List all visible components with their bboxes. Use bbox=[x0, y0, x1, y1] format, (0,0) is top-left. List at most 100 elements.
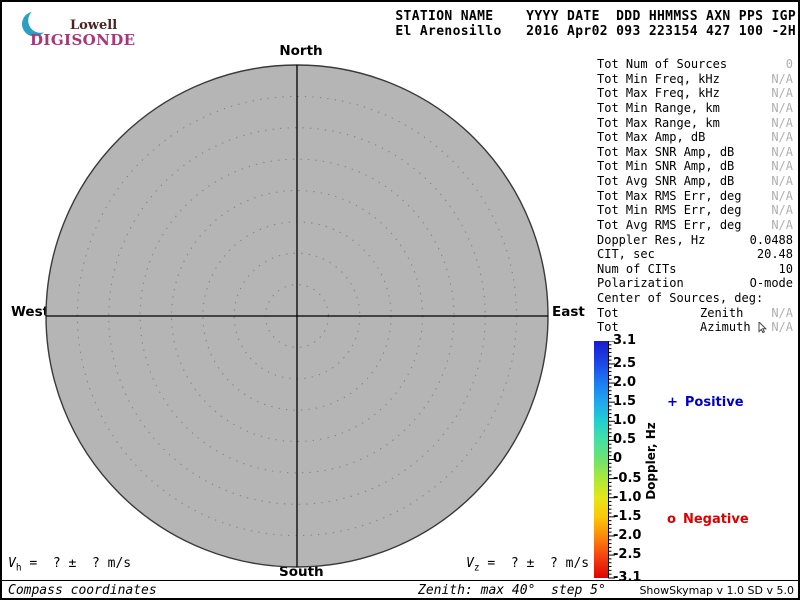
vz-readout: Vz = ? ± ? m/s bbox=[466, 556, 589, 574]
lowell-crescent-icon bbox=[22, 9, 49, 37]
info-row: Tot Azimuth N/A bbox=[597, 320, 793, 335]
info-label: Tot bbox=[597, 320, 619, 335]
logo-lowell-text: Lowell bbox=[70, 18, 118, 33]
info-row: Tot Avg RMS Err, deg N/A bbox=[597, 218, 793, 233]
compass-label-north: North bbox=[279, 43, 323, 59]
logo-digisonde-text: DIGISONDE bbox=[30, 31, 136, 49]
info-label: Tot Min Range, km bbox=[597, 100, 720, 115]
zenith-step-note: Zenith: max 40° step 5° bbox=[418, 583, 606, 598]
vh-symbol: V bbox=[8, 556, 16, 571]
colorbar-tick-label: -2.0 bbox=[613, 528, 642, 543]
info-label: Num of CITs bbox=[597, 261, 677, 276]
info-label: Tot Num of Sources bbox=[597, 57, 728, 71]
legend-negative: o Negative bbox=[667, 512, 749, 527]
info-value: N/A bbox=[771, 305, 793, 320]
colorbar-tick-label: 2.5 bbox=[613, 356, 637, 371]
vh-value: = ? ± ? m/s bbox=[21, 556, 132, 571]
info-label: Tot Min RMS Err, deg bbox=[597, 203, 742, 218]
coordinates-note: Compass coordinates bbox=[8, 583, 157, 598]
info-label: Tot Max Range, km bbox=[597, 115, 720, 130]
colorbar-tick-label: 3.1 bbox=[613, 333, 637, 348]
info-value: N/A bbox=[771, 71, 793, 86]
info-label: Center of Sources, deg: bbox=[597, 291, 764, 305]
skymap-plot bbox=[45, 64, 549, 568]
legend-positive: + Positive bbox=[667, 395, 744, 410]
info-row: Tot Min SNR Amp, dB N/A bbox=[597, 159, 793, 174]
vz-symbol: V bbox=[466, 556, 474, 571]
header-values-line: El Arenosillo 2016 Apr02 093 223154 427 … bbox=[395, 23, 796, 39]
info-label: Tot Max RMS Err, deg bbox=[597, 188, 742, 203]
info-value: N/A bbox=[771, 130, 793, 145]
info-row: Num of CITs 10 bbox=[597, 262, 793, 277]
info-label: Tot Min SNR Amp, dB bbox=[597, 159, 735, 174]
plus-marker-icon: + bbox=[667, 395, 678, 410]
header-columns-line: STATION NAME YYYY DATE DDD HHMMSS AXN PP… bbox=[395, 9, 796, 24]
legend-positive-label: Positive bbox=[684, 395, 744, 410]
vz-value: = ? ± ? m/s bbox=[479, 556, 590, 571]
vh-subscript: h bbox=[15, 562, 22, 574]
colorbar-axis-title: Doppler, Hz bbox=[644, 422, 658, 500]
colorbar-tick-label: 1.0 bbox=[613, 413, 637, 428]
station-header: STATION NAME YYYY DATE DDD HHMMSS AXN PP… bbox=[395, 9, 796, 39]
colorbar-tick-label: 0.5 bbox=[613, 432, 637, 447]
info-row: Tot Max Freq, kHz N/A bbox=[597, 86, 793, 101]
info-value: N/A bbox=[771, 159, 793, 174]
info-row: Doppler Res, Hz 0.0488 bbox=[597, 233, 793, 248]
colorbar-tick-label: -2.5 bbox=[613, 547, 642, 562]
info-row: Tot Max RMS Err, deg N/A bbox=[597, 189, 793, 204]
info-value: N/A bbox=[771, 320, 793, 335]
info-label: Tot Max Amp, dB bbox=[597, 130, 706, 145]
info-value: N/A bbox=[771, 174, 793, 188]
info-angle-label: Azimuth bbox=[700, 320, 751, 335]
compass-label-west: West bbox=[11, 304, 50, 320]
info-value: O-mode bbox=[749, 276, 793, 291]
info-row: Tot Num of Sources 0 bbox=[597, 57, 793, 72]
info-row: CIT, sec 20.48 bbox=[597, 247, 793, 262]
colorbar-tick-label: 0 bbox=[613, 451, 623, 466]
version-text: ShowSkymap v 1.0 SD v 5.0 bbox=[639, 584, 794, 597]
info-label: Polarization bbox=[597, 276, 684, 291]
info-row: Tot Min RMS Err, deg N/A bbox=[597, 203, 793, 218]
info-label: Doppler Res, Hz bbox=[597, 232, 706, 247]
info-label: Tot Avg RMS Err, deg bbox=[597, 217, 742, 232]
info-value: N/A bbox=[771, 188, 793, 203]
legend-negative-label: Negative bbox=[682, 512, 749, 527]
info-row: Tot Avg SNR Amp, dB N/A bbox=[597, 174, 793, 189]
mouse-cursor-icon bbox=[758, 321, 767, 333]
info-label: Tot Max SNR Amp, dB bbox=[597, 144, 735, 159]
compass-label-east: East bbox=[552, 304, 585, 320]
info-value: N/A bbox=[771, 86, 793, 101]
info-row: Tot Max SNR Amp, dB N/A bbox=[597, 145, 793, 160]
info-value: 0 bbox=[785, 57, 793, 71]
info-label: CIT, sec bbox=[597, 247, 655, 262]
info-row: Tot Max Amp, dB N/A bbox=[597, 130, 793, 145]
info-value: N/A bbox=[771, 217, 793, 232]
info-label: Tot Max Freq, kHz bbox=[597, 86, 720, 101]
info-angle-label: Zenith bbox=[700, 305, 744, 320]
info-value: N/A bbox=[771, 203, 793, 218]
info-label: Tot Avg SNR Amp, dB bbox=[597, 174, 735, 188]
colorbar-tick-label: -3.1 bbox=[613, 570, 642, 585]
info-value: 0.0488 bbox=[749, 232, 793, 247]
colorbar-ticks bbox=[608, 341, 615, 579]
info-row: Tot Min Freq, kHz N/A bbox=[597, 72, 793, 87]
info-section-header: Center of Sources, deg: bbox=[597, 291, 793, 306]
info-value: N/A bbox=[771, 144, 793, 159]
info-label: Tot Min Freq, kHz bbox=[597, 71, 720, 86]
colorbar-tick-label: -1.5 bbox=[613, 509, 642, 524]
colorbar-tick-label: -0.5 bbox=[613, 471, 642, 486]
vh-readout: Vh = ? ± ? m/s bbox=[8, 556, 131, 574]
info-row: Tot Min Range, km N/A bbox=[597, 101, 793, 116]
info-value: N/A bbox=[771, 115, 793, 130]
info-label: Tot bbox=[597, 305, 619, 320]
info-value: 10 bbox=[778, 261, 793, 276]
compass-label-south: South bbox=[279, 564, 324, 580]
circle-marker-icon: o bbox=[667, 512, 676, 527]
vz-subscript: z bbox=[473, 562, 480, 574]
info-panel: Tot Num of Sources 0 Tot Min Freq, kHz N/A… bbox=[597, 57, 793, 335]
footer-divider bbox=[0, 580, 800, 581]
colorbar-tick-label: 2.0 bbox=[613, 375, 637, 390]
colorbar-tick-label: 1.5 bbox=[613, 394, 637, 409]
colorbar-gradient bbox=[594, 341, 608, 578]
info-row: Polarization O-mode bbox=[597, 276, 793, 291]
